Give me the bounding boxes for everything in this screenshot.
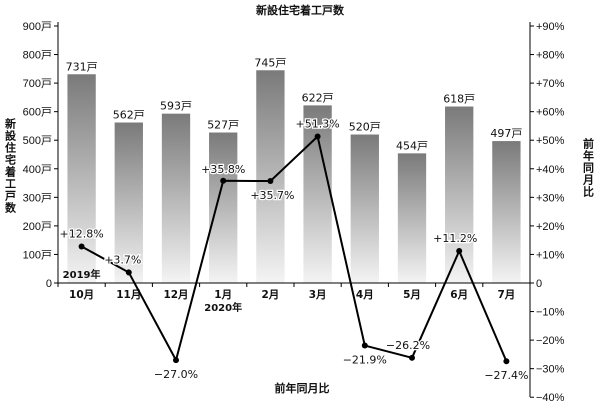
bar-series: 731戸 562戸 593戸 527戸 745戸 622戸 520戸 454戸 618戸 497戸 xyxy=(66,56,522,284)
left-tick-label: 800戸 xyxy=(23,50,52,62)
yoy-value-label: +35.8% xyxy=(201,163,245,176)
bar xyxy=(256,70,285,283)
bar xyxy=(445,106,474,283)
bar-value-label: 593戸 xyxy=(160,100,192,113)
bar-value-label: 622戸 xyxy=(302,91,334,104)
right-tick-label: +50% xyxy=(536,135,565,147)
yoy-value-label: +12.8% xyxy=(60,227,104,240)
year-label: 2020年 xyxy=(204,301,242,314)
yoy-point xyxy=(314,133,321,140)
yoy-value-label: +3.7% xyxy=(104,253,141,266)
line-series: +12.8%+3.7% −27.0% +35.8% +35.7% +51.3% −21.9… xyxy=(58,116,529,383)
left-tick-label: 500戸 xyxy=(23,135,52,147)
right-tick-label: +40% xyxy=(536,164,565,176)
left-axis-title: 新設住宅着工戸数 xyxy=(4,117,18,214)
right-tick-label: +20% xyxy=(536,221,565,233)
right-tick-label: 0 xyxy=(536,278,542,290)
yoy-value-label: +51.3% xyxy=(296,118,340,131)
right-axis-title: 前年同月比 xyxy=(582,137,596,198)
left-tick-label: 300戸 xyxy=(23,192,52,204)
bar xyxy=(114,122,143,283)
category-label: 1月 xyxy=(214,289,232,301)
bar-value-label: 520戸 xyxy=(349,121,381,134)
yoy-point xyxy=(456,248,463,255)
yoy-point xyxy=(78,243,85,250)
left-tick-label: 400戸 xyxy=(23,164,52,176)
bar-value-label: 562戸 xyxy=(113,109,145,122)
bar-value-label: 527戸 xyxy=(207,119,239,132)
category-labels: 10月 11月 12月 1月 2月 3月 4月 5月 6月 7月 2019年 2020年 xyxy=(63,268,516,314)
right-tick-label: +60% xyxy=(536,107,565,119)
left-axis-ticks: 0 100戸 200戸 300戸 400戸 500戸 600戸 700戸 800戸 900戸 xyxy=(23,21,58,290)
right-tick-label: −10% xyxy=(536,307,565,319)
yoy-point xyxy=(173,357,179,364)
bar-value-label: 454戸 xyxy=(396,139,428,152)
yoy-point xyxy=(503,358,510,365)
yoy-value-label: −26.2% xyxy=(386,339,430,352)
category-label: 2月 xyxy=(261,289,279,301)
yoy-point xyxy=(220,177,227,184)
right-tick-label: +70% xyxy=(536,78,565,90)
left-tick-label: 900戸 xyxy=(23,21,52,33)
category-label: 5月 xyxy=(403,289,421,301)
yoy-point xyxy=(267,178,274,185)
axes xyxy=(57,22,531,397)
right-tick-label: −20% xyxy=(536,335,565,347)
bar xyxy=(492,141,521,283)
bar xyxy=(161,113,191,283)
yoy-value-label: +11.2% xyxy=(433,232,477,245)
yoy-value-label: −27.4% xyxy=(484,369,528,382)
category-label: 4月 xyxy=(356,289,374,301)
x-axis-title: 前年同月比 xyxy=(275,381,330,395)
left-tick-label: 600戸 xyxy=(23,107,52,119)
yoy-point xyxy=(125,269,132,276)
left-tick-label: 100戸 xyxy=(23,249,52,261)
yoy-point xyxy=(409,354,415,361)
bar xyxy=(209,132,238,283)
right-tick-label: −40% xyxy=(536,392,565,404)
yoy-line xyxy=(81,135,508,362)
category-label: 10月 xyxy=(69,289,94,301)
yoy-value-label: −27.0% xyxy=(154,368,198,381)
category-label: 12月 xyxy=(163,289,188,301)
category-label: 6月 xyxy=(450,289,468,301)
category-label: 3月 xyxy=(309,289,327,301)
bar-value-label: 731戸 xyxy=(66,60,98,73)
right-tick-label: +10% xyxy=(536,249,565,261)
left-tick-label: 700戸 xyxy=(23,78,52,90)
yoy-value-label: +35.7% xyxy=(250,189,294,202)
category-label: 7月 xyxy=(497,289,515,301)
bar xyxy=(303,105,332,283)
bar xyxy=(397,153,427,283)
yoy-value-label: −21.9% xyxy=(343,354,387,367)
bar-value-label: 745戸 xyxy=(254,56,286,69)
left-tick-label: 200戸 xyxy=(23,221,52,233)
right-axis-ticks: +90% +80% +70% +60% +50% +40% +30% +20% +10% 0 −10… xyxy=(530,21,565,404)
right-tick-label: +90% xyxy=(536,21,565,33)
yoy-point xyxy=(361,342,368,349)
year-label: 2019年 xyxy=(63,268,101,281)
bar-value-label: 618戸 xyxy=(443,93,475,106)
right-tick-label: +80% xyxy=(536,50,565,62)
right-tick-label: −30% xyxy=(536,364,565,376)
category-label: 11月 xyxy=(116,289,141,301)
left-tick-label: 0 xyxy=(46,278,52,290)
bar-value-label: 497戸 xyxy=(490,127,522,140)
bar xyxy=(350,134,379,283)
right-tick-label: +30% xyxy=(536,192,565,204)
chart-title: 新設住宅着工戸数 xyxy=(256,3,345,17)
